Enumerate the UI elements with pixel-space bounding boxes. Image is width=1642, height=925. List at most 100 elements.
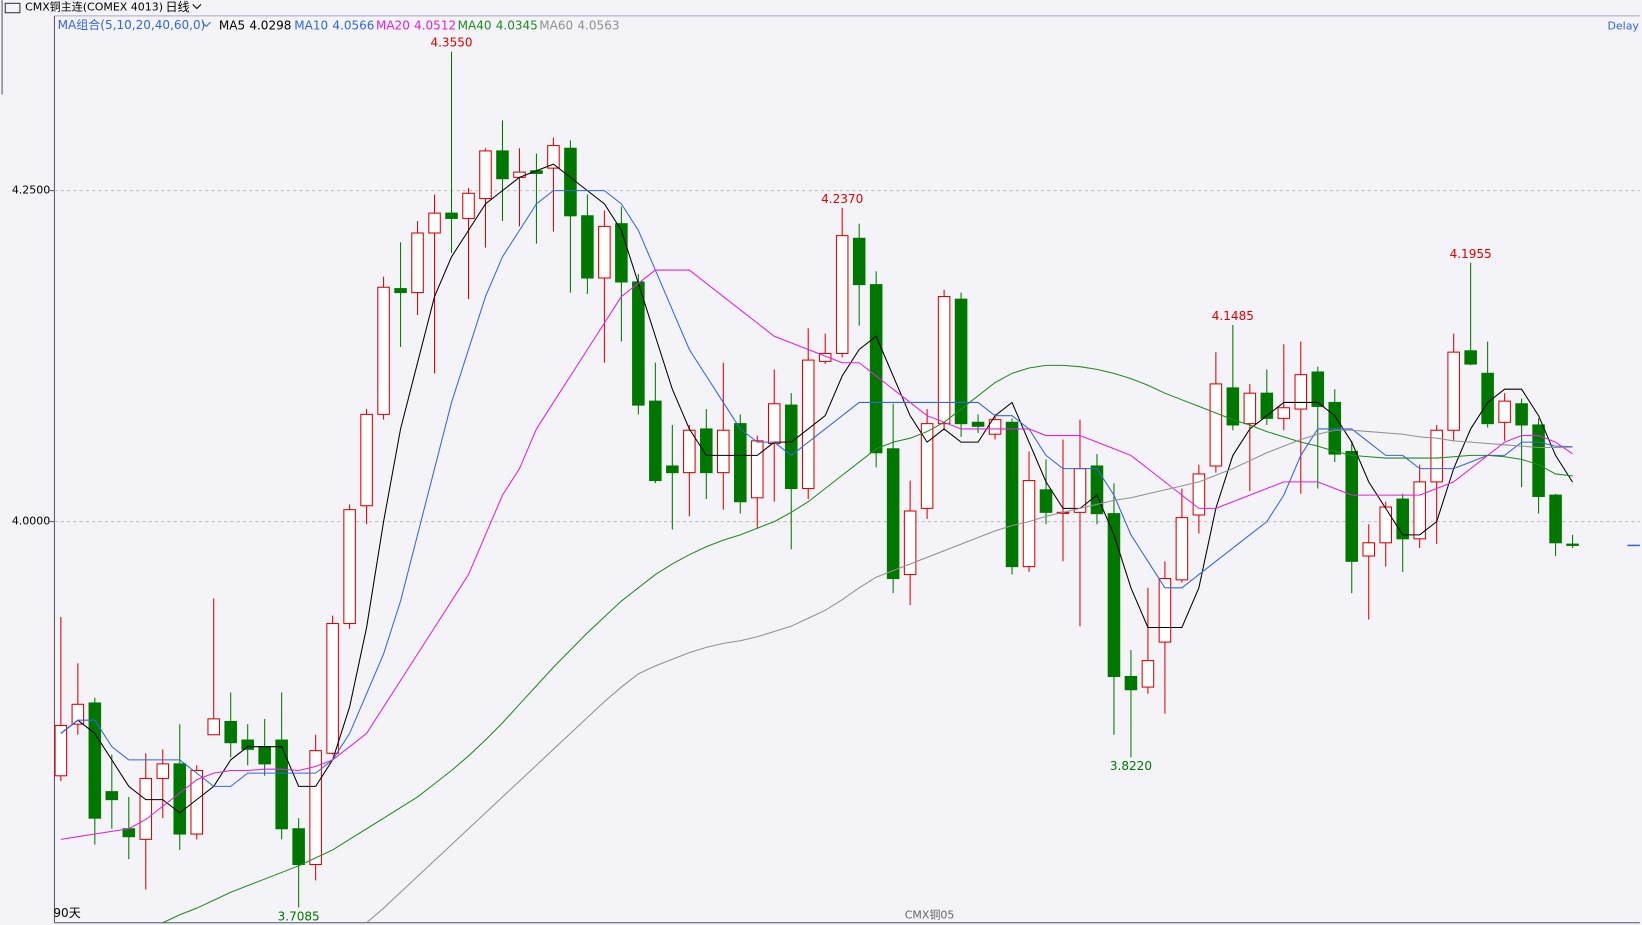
candle-body <box>971 421 985 427</box>
candle-body <box>598 225 611 279</box>
candle-body <box>309 750 322 866</box>
candle-body <box>649 400 662 482</box>
candle-body <box>852 237 866 286</box>
candle-body <box>1192 473 1206 516</box>
candle-body <box>428 212 441 234</box>
candle-body <box>581 215 594 279</box>
candle-body <box>360 413 373 507</box>
candle-body <box>988 419 1002 435</box>
legend-value: 4.0563 <box>577 18 619 32</box>
candle-body <box>683 429 696 474</box>
candle-body <box>1396 498 1409 540</box>
candle-body <box>445 212 458 219</box>
candle-body <box>1345 450 1359 562</box>
candle-body <box>615 223 628 283</box>
candle-body <box>903 510 917 576</box>
low-label: 3.8220 <box>1110 759 1152 773</box>
candle-body <box>1328 401 1342 455</box>
candle-body <box>1515 403 1528 426</box>
delay-label: Delay <box>1607 19 1639 32</box>
candle-body <box>1294 374 1308 410</box>
candle-body <box>1141 660 1155 688</box>
y-tick-label: 4.2500 <box>12 184 50 197</box>
candle-body <box>1022 480 1036 568</box>
candle-body <box>377 286 390 415</box>
legend-value: 4.0512 <box>414 18 456 32</box>
candle-body <box>1566 543 1579 546</box>
candle-body <box>954 298 968 425</box>
high-label: 4.3550 <box>430 36 472 50</box>
candle-body <box>886 448 900 580</box>
high-label: 4.1485 <box>1212 309 1254 323</box>
candle-body <box>190 769 204 835</box>
candle-body <box>1124 675 1138 691</box>
candle-body <box>1481 372 1494 425</box>
candle-body <box>1413 481 1426 540</box>
candle-body <box>1277 407 1291 419</box>
candle-body <box>139 777 153 840</box>
candle-body <box>105 791 119 801</box>
plot: 4.0000 4.2500 3.7085 4.3550 4.2370 3.8220 4.14… <box>12 36 1640 924</box>
candle-body <box>784 404 798 490</box>
candle-body <box>1039 489 1053 513</box>
window-icon <box>4 2 21 14</box>
candle-body <box>632 281 645 406</box>
candle-body <box>1379 506 1393 544</box>
candle-body <box>207 718 221 736</box>
legend-name: MA60 <box>539 18 573 32</box>
high-label: 4.2370 <box>821 192 863 206</box>
range-label: 90天 <box>53 906 80 920</box>
candle-body <box>564 147 577 217</box>
candle-body <box>71 703 85 725</box>
candle-body <box>496 150 509 180</box>
candle-body <box>1260 392 1274 419</box>
candle-body <box>1243 392 1257 425</box>
candle-body <box>666 465 679 474</box>
ma-line <box>162 364 1573 924</box>
candle-body <box>1226 387 1240 426</box>
candle-body <box>122 828 136 838</box>
candle-body <box>275 739 288 830</box>
candle-body <box>937 296 951 425</box>
candle-body <box>411 232 424 294</box>
ma-line <box>366 429 1573 924</box>
legend-item: MA10 4.0566 <box>294 18 374 32</box>
candle-body <box>54 724 68 777</box>
candle-body <box>1549 494 1562 544</box>
legend-name: MA40 <box>458 18 492 32</box>
ma-group-arrow[interactable] <box>201 21 211 28</box>
candle-body <box>700 428 713 474</box>
ma-line <box>60 163 1574 814</box>
candle-body <box>479 150 492 200</box>
legend-value: 4.0566 <box>332 18 374 32</box>
candle-body <box>173 763 187 835</box>
candle-body <box>1005 421 1019 568</box>
candle-body <box>818 352 832 362</box>
legend-name: MA10 <box>294 18 328 32</box>
candle-body <box>547 145 560 169</box>
candle-body <box>1158 578 1172 643</box>
candle-body <box>1447 351 1460 431</box>
candle-body <box>920 423 934 509</box>
legend-name: MA20 <box>376 18 410 32</box>
period-select[interactable]: 日线 <box>165 0 189 14</box>
period-arrow[interactable] <box>192 3 202 10</box>
candle-body <box>1362 542 1376 557</box>
candle-body <box>1311 371 1325 407</box>
legend-item: MA5 4.0298 <box>219 18 292 32</box>
candle-body <box>88 702 102 819</box>
legend-item: MA60 4.0563 <box>539 18 619 32</box>
ma-group[interactable]: MA组合(5,10,20,40,60,0) <box>58 17 206 32</box>
candle-body <box>394 288 407 294</box>
candle-body <box>1107 513 1121 678</box>
candle-body <box>869 284 883 454</box>
legend-value: 4.0298 <box>249 18 291 32</box>
ma-line <box>60 190 1573 787</box>
candle-body <box>224 720 237 744</box>
candle-body <box>326 623 339 754</box>
legend-item: MA40 4.0345 <box>458 18 538 32</box>
candle-body <box>733 423 747 503</box>
